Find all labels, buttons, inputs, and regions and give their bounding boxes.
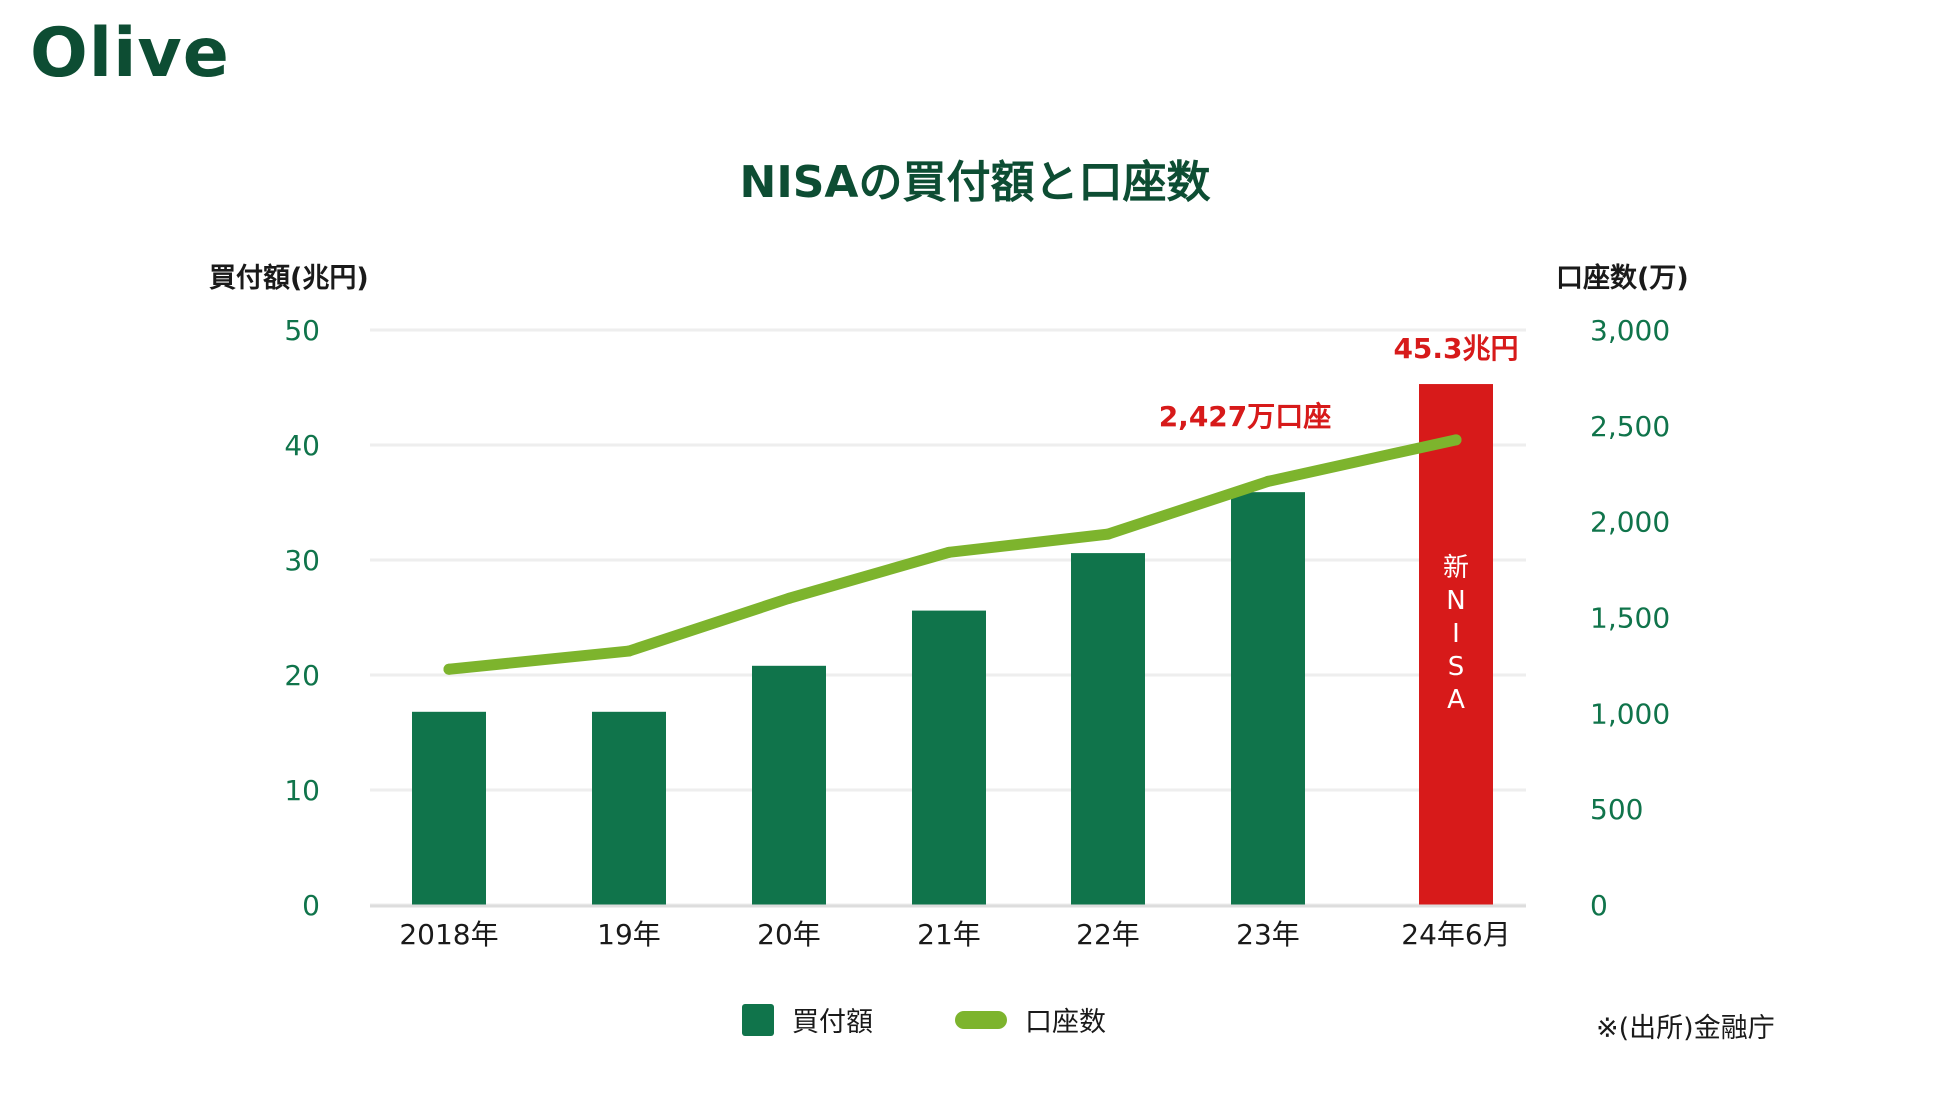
olive-logo: Olive: [30, 14, 230, 93]
x-tick-23年: 23年: [1236, 918, 1300, 951]
line-point-2018年: [443, 663, 455, 675]
legend-item-line: 口座数: [955, 1000, 1106, 1039]
left-tick-20: 20: [284, 659, 320, 692]
right-tick-3,000: 3,000: [1590, 314, 1670, 347]
line-point-24年6月: [1450, 434, 1462, 446]
right-tick-1,000: 1,000: [1590, 697, 1670, 730]
left-tick-30: 30: [284, 544, 320, 577]
annotation-bar-total: 45.3兆円: [1393, 332, 1518, 365]
line-point-19年: [623, 645, 635, 657]
chart-title: NISAの買付額と口座数: [739, 157, 1211, 208]
left-tick-10: 10: [284, 774, 320, 807]
bar-inside-label-4: A: [1447, 685, 1465, 715]
bar-inside-label-3: S: [1448, 652, 1465, 682]
bar-inside-label-0: 新: [1443, 553, 1469, 583]
x-tick-22年: 22年: [1076, 918, 1140, 951]
x-tick-20年: 20年: [757, 918, 821, 951]
bar-inside-label-1: N: [1446, 586, 1465, 616]
legend-label-bar: 買付額: [792, 1007, 873, 1038]
line-point-21年: [943, 546, 955, 558]
left-axis-title: 買付額(兆円): [209, 263, 369, 294]
bar-21年: [912, 610, 986, 905]
source-note: ※(出所)金融庁: [1596, 1013, 1775, 1044]
left-tick-50: 50: [284, 314, 320, 347]
left-tick-40: 40: [284, 429, 320, 462]
bar-19年: [592, 711, 666, 905]
x-tick-21年: 21年: [917, 918, 981, 951]
line-point-22年: [1102, 528, 1114, 540]
bar-23年: [1231, 492, 1305, 905]
right-tick-2,000: 2,000: [1590, 506, 1670, 539]
x-tick-19年: 19年: [597, 918, 661, 951]
bar-inside-label-2: I: [1452, 619, 1460, 649]
legend-swatch-bar: [742, 1003, 774, 1036]
legend-swatch-line: [955, 1010, 1007, 1029]
right-tick-1,500: 1,500: [1590, 602, 1670, 635]
right-tick-0: 0: [1590, 889, 1608, 922]
bar-22年: [1071, 553, 1145, 905]
x-tick-24年6月: 24年6月: [1401, 918, 1510, 951]
x-tick-2018年: 2018年: [399, 918, 498, 951]
bar-24年6月: [1419, 384, 1493, 905]
legend-label-line: 口座数: [1025, 1007, 1106, 1038]
right-tick-2,500: 2,500: [1590, 410, 1670, 443]
right-tick-500: 500: [1590, 793, 1643, 826]
annotation-line-total: 2,427万口座: [1159, 400, 1332, 433]
right-axis-title: 口座数(万): [1556, 263, 1689, 294]
line-point-23年: [1262, 475, 1274, 487]
bar-20年: [752, 665, 826, 905]
left-tick-0: 0: [302, 889, 320, 922]
legend-item-bar: 買付額: [742, 1000, 873, 1039]
line-point-20年: [783, 592, 795, 604]
bar-2018年: [412, 711, 486, 905]
